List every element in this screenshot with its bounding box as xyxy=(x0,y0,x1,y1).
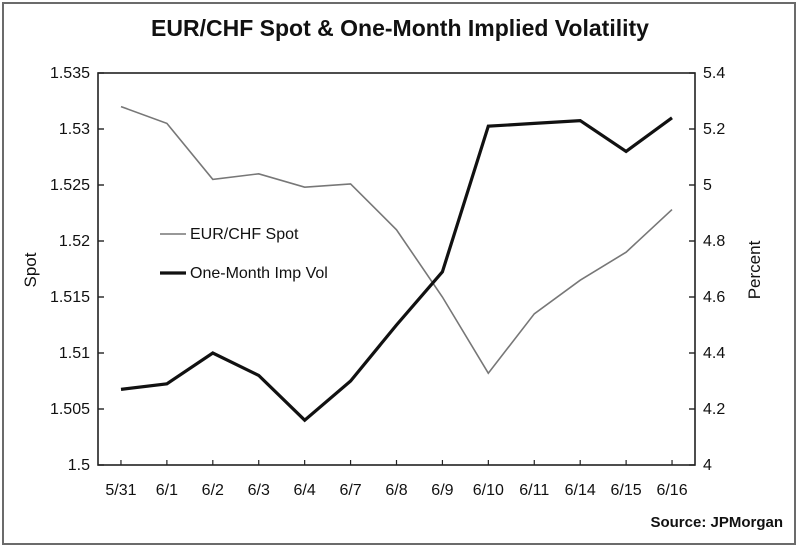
x-tick-label: 6/15 xyxy=(611,482,642,499)
x-tick-label: 6/4 xyxy=(294,482,316,499)
left-tick-label: 1.51 xyxy=(59,345,90,362)
x-tick-label: 6/3 xyxy=(248,482,270,499)
left-tick-label: 1.53 xyxy=(59,121,90,138)
plot-area xyxy=(97,72,696,466)
left-tick-label: 1.5 xyxy=(68,457,90,474)
right-axis-label: Percent xyxy=(745,240,764,299)
source-note: Source: JPMorgan xyxy=(650,514,783,531)
x-tick-label: 6/9 xyxy=(431,482,453,499)
x-tick-label: 6/7 xyxy=(339,482,361,499)
left-tick-label: 1.525 xyxy=(50,177,90,194)
legend-label-vol: One-Month Imp Vol xyxy=(190,265,328,282)
left-tick-label: 1.515 xyxy=(50,289,90,306)
series-line-one-month-imp-vol xyxy=(120,116,673,423)
series-line-eurchf-spot xyxy=(120,105,673,375)
x-axis-ticks: 5/31 6/1 6/2 6/3 6/4 6/7 6/8 6/9 6/10 6/11 6/14 6/1… xyxy=(105,460,688,499)
left-tick-label: 1.505 xyxy=(50,401,90,418)
x-tick-label: 6/10 xyxy=(473,482,504,499)
legend: EUR/CHF Spot One-Month Imp Vol xyxy=(160,226,328,282)
x-tick-label: 5/31 xyxy=(105,482,136,499)
chart-title: EUR/CHF Spot & One-Month Implied Volatil… xyxy=(151,15,649,41)
right-tick-label: 4.4 xyxy=(703,345,725,362)
right-tick-label: 4.2 xyxy=(703,401,725,418)
left-axis-ticks: 1.5 1.505 1.51 1.515 1.52 1.525 1.53 1.535 xyxy=(50,65,104,474)
right-tick-label: 5.4 xyxy=(703,65,725,82)
right-tick-label: 5 xyxy=(703,177,712,194)
x-tick-label: 6/2 xyxy=(202,482,224,499)
right-tick-label: 4 xyxy=(703,457,712,474)
left-axis-label: Spot xyxy=(21,252,40,287)
x-tick-label: 6/11 xyxy=(519,482,549,499)
right-tick-label: 4.6 xyxy=(703,289,725,306)
x-tick-label: 6/16 xyxy=(656,482,687,499)
right-tick-label: 5.2 xyxy=(703,121,725,138)
x-tick-label: 6/14 xyxy=(565,482,596,499)
left-tick-label: 1.52 xyxy=(59,233,90,250)
x-tick-label: 6/1 xyxy=(156,482,178,499)
x-tick-label: 6/8 xyxy=(385,482,407,499)
legend-label-spot: EUR/CHF Spot xyxy=(190,226,299,243)
left-tick-label: 1.535 xyxy=(50,65,90,82)
right-tick-label: 4.8 xyxy=(703,233,725,250)
right-axis-ticks: 4 4.2 4.4 4.6 4.8 5 5.2 5.4 xyxy=(689,65,725,474)
